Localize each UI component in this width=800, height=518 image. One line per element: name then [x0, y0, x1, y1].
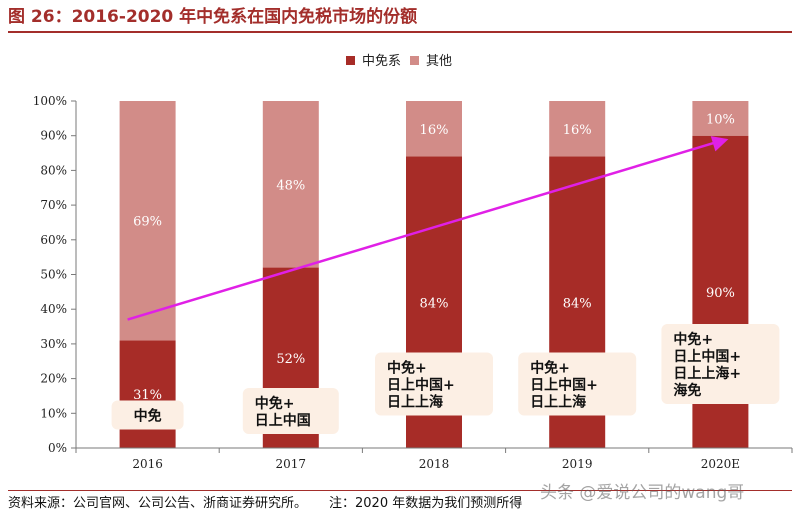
data-label: 16%	[420, 123, 449, 138]
annotation-line: 海免	[673, 382, 701, 399]
source-text: 资料来源：公司官网、公司公告、浙商证券研究所。	[8, 496, 308, 511]
annotation-line: 日上中国+	[530, 377, 598, 394]
annotations-group: 中免中免+日上中国中免+日上中国+日上上海中免+日上中国+日上上海中免+日上中国…	[111, 324, 780, 434]
trend-arrow-line	[127, 140, 717, 321]
annotation-line: 日上上海+	[673, 365, 741, 382]
annotation-box	[375, 352, 493, 416]
data-label: 10%	[706, 112, 735, 127]
legend-swatch-other	[410, 56, 419, 65]
y-tick-label: 100%	[33, 94, 67, 108]
annotation-line: 中免+	[673, 331, 713, 348]
chart-legend: 中免系 其他	[346, 54, 452, 69]
y-tick-label: 70%	[40, 198, 67, 212]
trend-arrow	[127, 136, 729, 321]
y-tick-label: 50%	[40, 268, 67, 282]
y-tick-label: 40%	[40, 302, 67, 316]
annotation-line: 日上中国	[255, 412, 311, 429]
bar-segment-zhongmian	[119, 340, 176, 448]
x-tick-label: 2020E	[701, 457, 740, 471]
data-label: 48%	[276, 178, 305, 193]
annotation-box	[242, 388, 339, 434]
data-label: 84%	[563, 296, 592, 311]
data-label: 84%	[420, 296, 449, 311]
y-axis: 0% 10% 20% 30% 40% 50% 60% 70% 80% 90% 100%	[33, 94, 77, 455]
annotation-line: 日上中国+	[387, 377, 455, 394]
bar-segment-other	[406, 101, 462, 157]
watermark-text: 头条 @爱说公司的wang哥	[540, 483, 745, 503]
annotation-line: 日上上海	[530, 394, 586, 411]
stacked-bar-chart: 中免系 其他 0%10%20%30%40%50%60%70%80%90%100% …	[33, 54, 793, 471]
y-tick-label: 10%	[40, 406, 67, 420]
data-label: 90%	[706, 286, 735, 301]
note-text: 注：2020 年数据为我们预测所得	[329, 496, 523, 511]
annotation-line: 中免+	[255, 395, 295, 412]
bar-segment-other	[549, 101, 606, 157]
legend-swatch-zhongmian	[346, 56, 355, 65]
footer-rule	[8, 490, 792, 491]
title-rule	[8, 31, 792, 33]
legend-label: 中免系	[362, 54, 401, 69]
annotation-line: 日上中国+	[673, 348, 741, 365]
data-label: 31%	[133, 388, 162, 403]
x-axis: 2016 2017 2018 2019 2020E	[75, 447, 793, 471]
legend-label: 其他	[426, 54, 452, 69]
trend-arrow-head	[710, 136, 729, 152]
y-tick-label: 80%	[40, 163, 67, 177]
x-tick-label: 2017	[276, 457, 307, 471]
data-label: 16%	[563, 123, 592, 138]
y-tick-label: 30%	[40, 337, 67, 351]
bar-segment-other	[262, 101, 319, 268]
y-tick-label: 0%	[48, 441, 67, 455]
annotation-box	[111, 400, 184, 430]
y-tick-label: 20%	[40, 372, 67, 386]
annotation-line: 日上上海	[387, 394, 443, 411]
data-label: 52%	[276, 352, 305, 367]
annotation-line: 中免	[134, 408, 162, 425]
x-tick-label: 2019	[562, 457, 593, 471]
y-tick-label: 60%	[40, 233, 67, 247]
bar-segment-other	[119, 101, 176, 341]
x-tick-label: 2018	[419, 457, 450, 471]
annotation-box	[661, 324, 780, 404]
y-tick-label: 90%	[40, 129, 67, 143]
annotation-line: 中免+	[387, 360, 427, 377]
x-tick-label: 2016	[132, 457, 163, 471]
annotation-line: 中免+	[530, 360, 570, 377]
bar-segment-other	[692, 101, 749, 136]
data-label: 69%	[133, 215, 162, 230]
footer: 资料来源：公司官网、公司公告、浙商证券研究所。 注：2020 年数据为我们预测所得	[8, 494, 792, 514]
figure-title: 图 26：2016-2020 年中免系在国内免税市场的份额	[8, 7, 418, 27]
annotation-box	[518, 352, 637, 416]
